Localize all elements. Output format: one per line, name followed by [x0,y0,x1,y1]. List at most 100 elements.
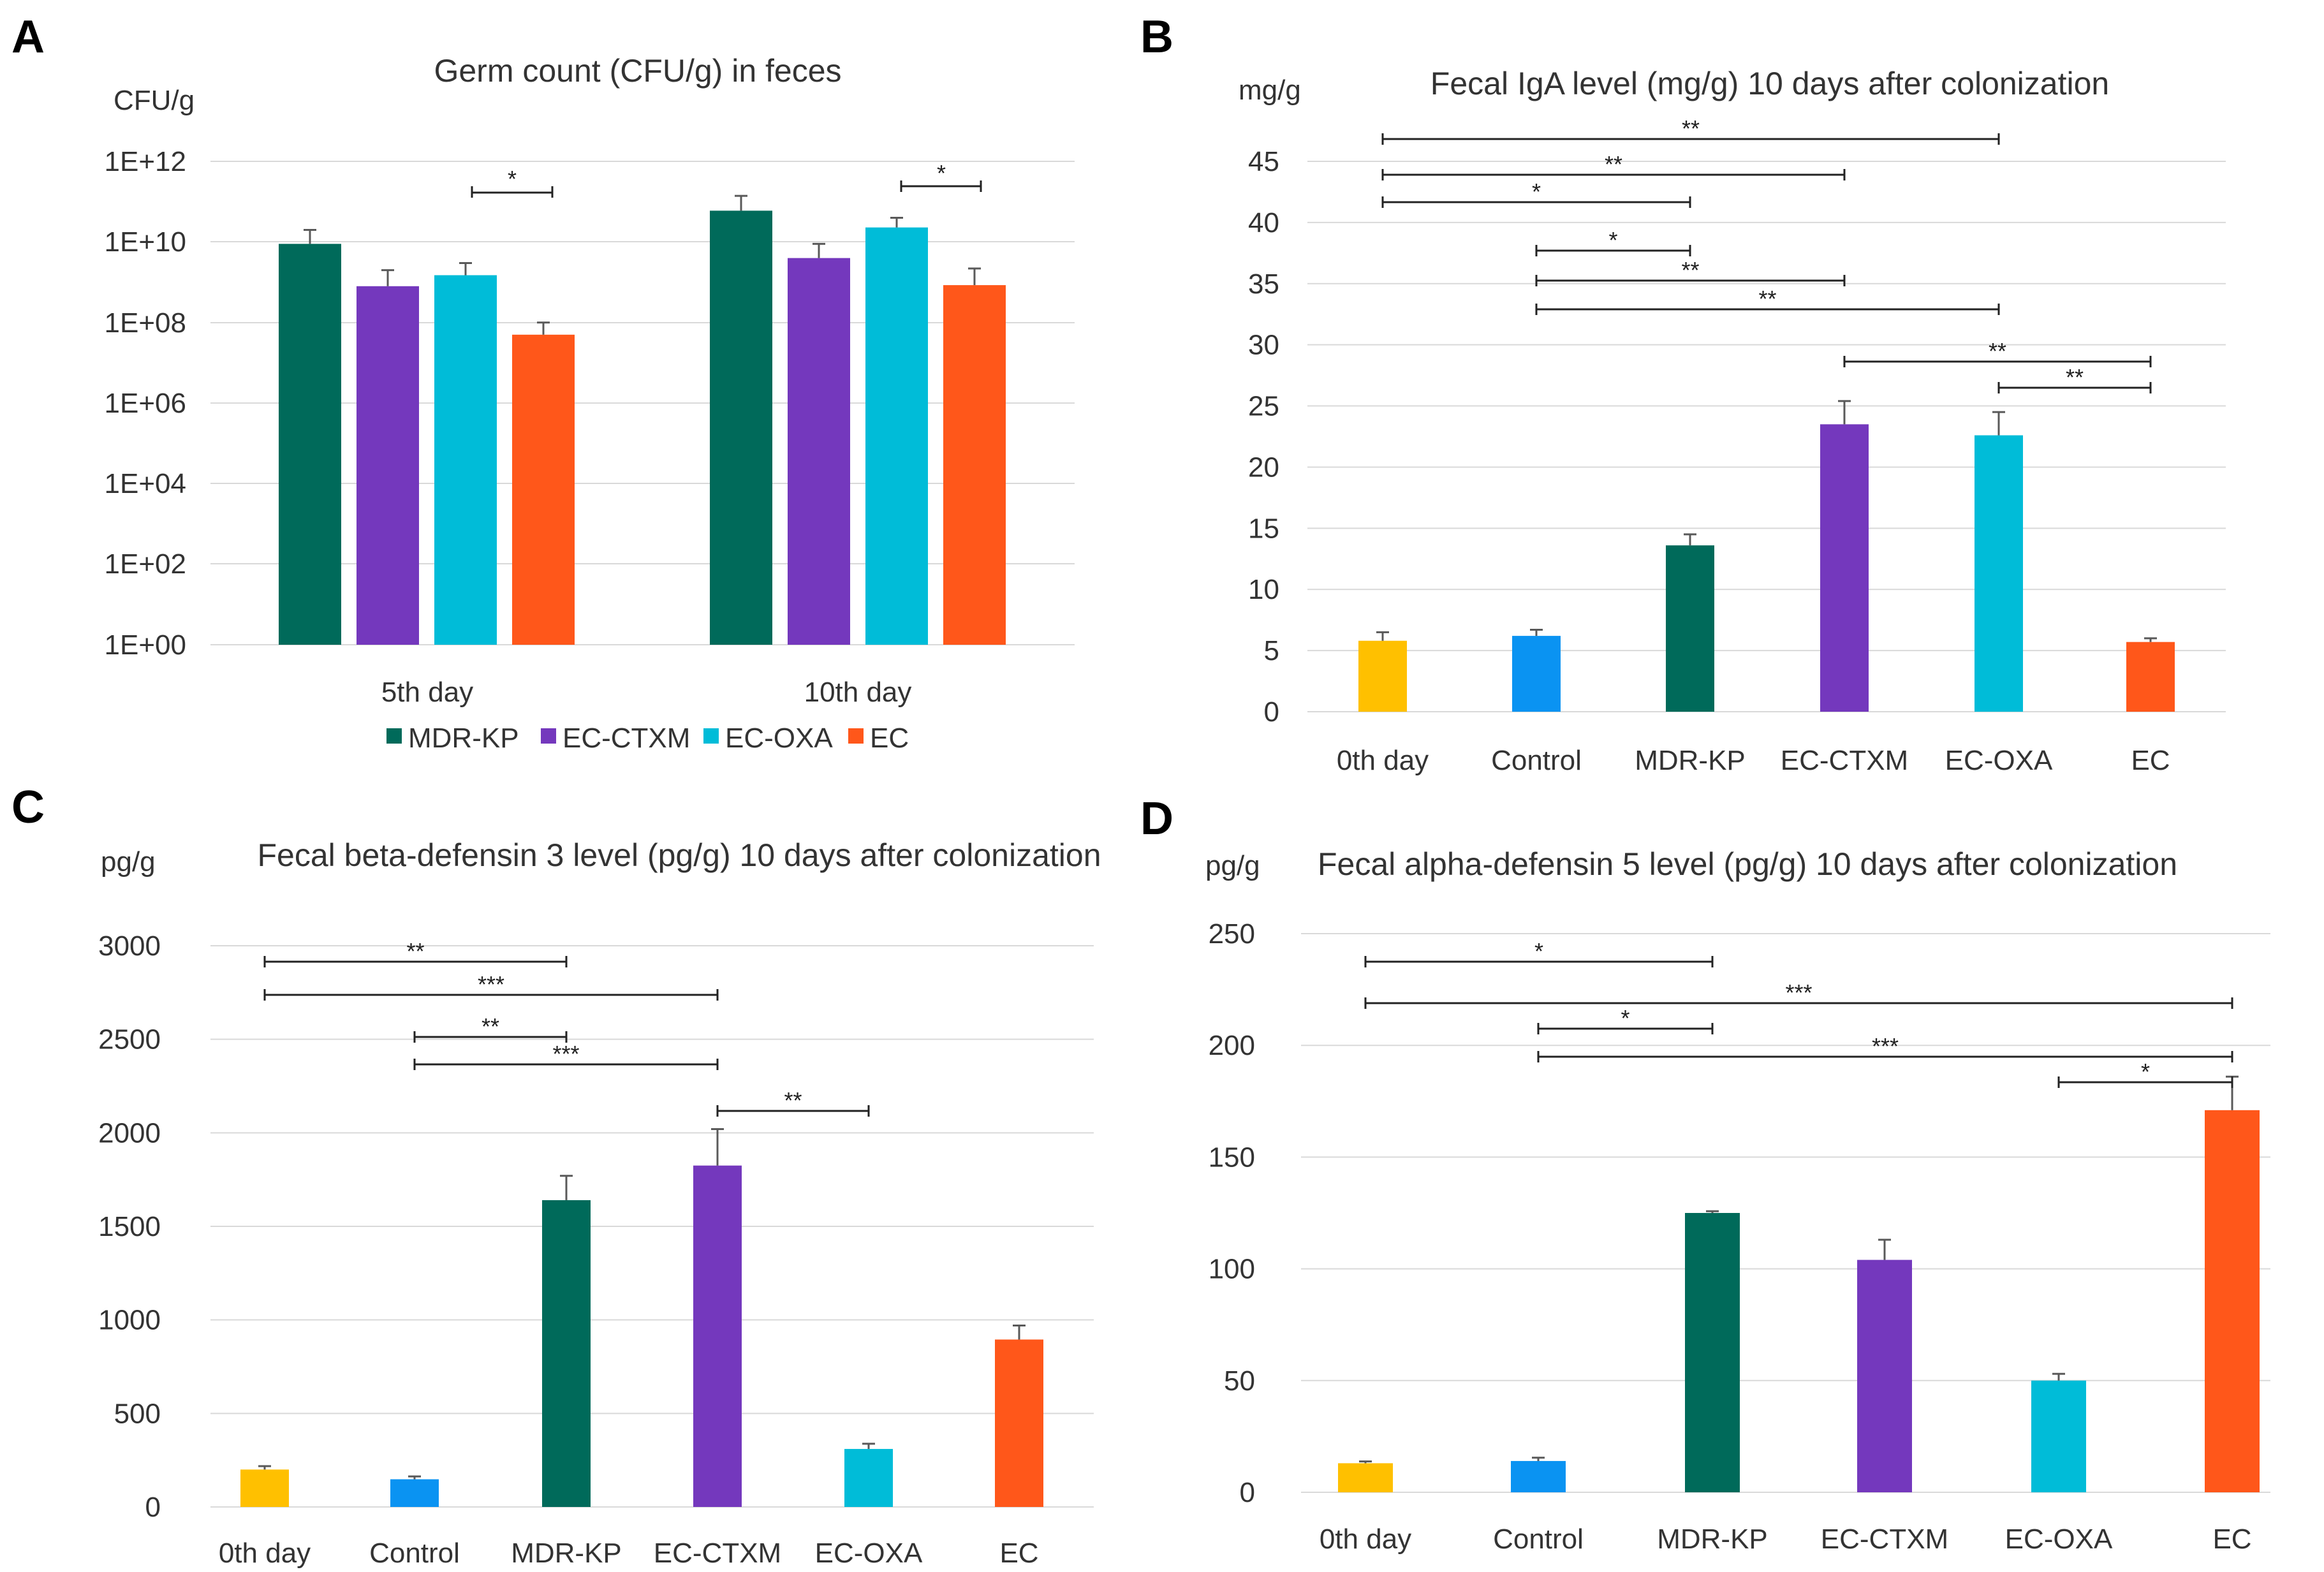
panel-letter-b: B [1140,11,1173,62]
bar-mdr-kp [1666,545,1714,712]
panel-d: D Fecal alpha-defensin 5 level (pg/g) 10… [1140,793,2270,1555]
panel-a-grid [210,161,1075,645]
significance-label: ** [2066,364,2084,390]
panel-d-xticks: 0th day Control MDR-KP EC-CTXM EC-OXA EC [1320,1524,2252,1555]
panel-d-bars [1338,1075,2260,1492]
legend-label: EC-CTXM [563,723,690,754]
x-category-label: 0th day [219,1538,311,1569]
x-category-label: EC-CTXM [1781,745,1908,776]
panel-d-grid [1301,933,2270,1493]
legend-label: MDR-KP [408,723,519,754]
significance-label: ** [1989,338,2006,364]
y-tick-label: 1E+08 [105,307,186,339]
panel-b-significance: ************** [1381,115,2152,393]
bar-mdr-kp [1685,1213,1740,1492]
significance-label: * [508,166,517,192]
y-tick-label: 0 [145,1492,161,1523]
significance-bracket [1843,356,2152,367]
y-tick-label: 100 [1209,1254,1255,1285]
panel-c-title: Fecal beta-defensin 3 level (pg/g) 10 da… [258,837,1101,873]
y-tick-label: 50 [1224,1365,1255,1397]
y-tick-label: 10 [1248,574,1279,605]
legend-swatch-ec [848,728,864,744]
x-category-label: EC [999,1538,1038,1569]
significance-bracket [900,180,982,192]
bar-ec-oxa [844,1449,893,1507]
bar-mdr-kp [542,1200,591,1507]
significance-label: *** [552,1041,579,1067]
panel-c-xticks: 0th day Control MDR-KP EC-CTXM EC-OXA EC [219,1538,1039,1569]
y-tick-label: 0 [1240,1477,1255,1508]
y-tick-label: 1E+10 [105,226,186,258]
bar-ec-oxa [1975,435,2023,712]
bar-ec [995,1339,1043,1507]
y-tick-label: 2500 [98,1024,161,1055]
significance-label: ** [1758,286,1776,312]
panel-a-title: Germ count (CFU/g) in feces [434,53,841,89]
significance-bracket [1997,382,2152,393]
y-tick-label: 30 [1248,330,1279,361]
x-category-label: 10th day [804,677,912,708]
legend-swatch-ec-ctxm [541,728,556,744]
bar-ec-oxa-5th-day [434,275,497,645]
panel-b-title: Fecal IgA level (mg/g) 10 days after col… [1430,66,2109,101]
y-tick-label: 15 [1248,513,1279,544]
panel-b-yticks: 0 5 10 15 20 25 30 35 40 45 [1248,146,1279,728]
x-category-label: EC-OXA [1945,745,2053,776]
x-category-label: MDR-KP [1657,1524,1768,1555]
x-category-label: MDR-KP [511,1538,622,1569]
significance-bracket [1381,196,1691,208]
x-category-label: EC [2212,1524,2251,1555]
panel-letter-a: A [11,11,45,62]
bar-ec-ctxm [693,1165,742,1507]
significance-bracket [1535,245,1691,256]
y-tick-label: 1E+12 [105,146,186,177]
x-category-label: EC-OXA [2005,1524,2113,1555]
significance-label: ** [1682,115,1700,142]
panel-b-bars [1358,400,2175,712]
significance-bracket [2057,1076,2233,1088]
bar-0th-day [1338,1463,1393,1492]
significance-bracket [1537,1023,1714,1034]
significance-label: *** [1872,1033,1899,1059]
significance-bracket [1381,169,1846,180]
x-category-label: MDR-KP [1635,745,1746,776]
significance-label: * [1608,227,1617,253]
bar-mdr-kp-10th-day [710,210,772,645]
panel-letter-d: D [1140,793,1173,844]
panel-c: C Fecal beta-defensin 3 level (pg/g) 10 … [11,782,1101,1569]
y-tick-label: 150 [1209,1142,1255,1173]
panel-a-ylabel: CFU/g [114,85,195,116]
panel-a-yticks: 1E+00 1E+02 1E+04 1E+06 1E+08 1E+10 1E+1… [105,146,186,661]
y-tick-label: 25 [1248,391,1279,422]
y-tick-label: 1000 [98,1305,161,1336]
significance-bracket [716,1105,870,1117]
significance-bracket [1535,304,2000,315]
panel-b: B Fecal IgA level (mg/g) 10 days after c… [1140,11,2226,776]
significance-bracket [263,989,719,1001]
panel-d-significance: ********* [1364,938,2233,1088]
x-category-label: EC-OXA [815,1538,923,1569]
x-category-label: 0th day [1320,1524,1411,1555]
x-category-label: Control [369,1538,460,1569]
panel-a-xticks: 5th day 10th day [381,677,912,708]
significance-bracket [1364,956,1714,967]
panel-a-bars [279,195,1006,645]
bar-ec-oxa [2031,1380,2086,1492]
significance-label: ** [784,1087,802,1113]
panel-c-significance: ************ [263,938,870,1117]
panel-a-significance: * * [471,160,982,198]
significance-label: ** [406,938,424,964]
panel-b-grid [1307,161,2226,712]
y-tick-label: 200 [1209,1030,1255,1061]
significance-label: ** [482,1013,499,1039]
x-category-label: EC-CTXM [654,1538,781,1569]
x-category-label: Control [1491,745,1582,776]
y-tick-label: 40 [1248,207,1279,239]
y-tick-label: 0 [1264,696,1279,728]
bar-ec-ctxm [1857,1260,1912,1492]
y-tick-label: 5 [1264,635,1279,666]
significance-label: * [2141,1059,2150,1085]
bar-0th-day [1358,640,1407,712]
